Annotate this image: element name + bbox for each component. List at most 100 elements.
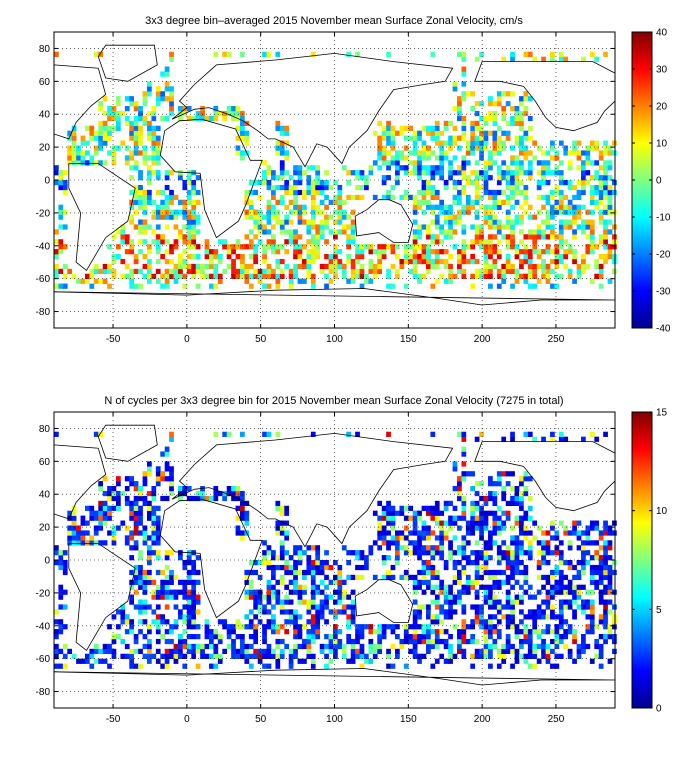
heatmap-cell bbox=[71, 653, 77, 659]
heatmap-cell bbox=[257, 194, 263, 201]
heatmap-cell bbox=[581, 604, 586, 610]
heatmap-cell bbox=[129, 510, 135, 516]
heatmap-cell bbox=[231, 110, 236, 117]
heatmap-cell bbox=[191, 229, 197, 235]
heatmap-cell bbox=[124, 155, 130, 161]
heatmap-cell bbox=[483, 495, 489, 502]
heatmap-cell bbox=[426, 204, 431, 210]
heatmap-cell bbox=[293, 624, 298, 630]
heatmap-cell bbox=[217, 273, 223, 279]
heatmap-cell bbox=[147, 648, 152, 655]
heatmap-cell bbox=[293, 653, 298, 659]
heatmap-cell bbox=[514, 165, 520, 171]
heatmap-cell bbox=[138, 140, 143, 146]
heatmap-cell bbox=[271, 569, 276, 576]
heatmap-cell bbox=[474, 436, 480, 442]
heatmap-cell bbox=[341, 224, 347, 230]
heatmap-cell bbox=[226, 249, 232, 255]
heatmap-cell bbox=[465, 471, 471, 477]
heatmap-cell bbox=[288, 599, 294, 605]
heatmap-cell bbox=[182, 263, 188, 270]
heatmap-cell bbox=[554, 189, 560, 196]
heatmap-cell bbox=[341, 268, 347, 275]
heatmap-cell bbox=[62, 283, 68, 289]
heatmap-cell bbox=[514, 244, 520, 250]
heatmap-cell bbox=[417, 258, 422, 265]
heatmap-cell bbox=[133, 283, 139, 289]
heatmap-cell bbox=[496, 505, 502, 511]
heatmap-cell bbox=[279, 648, 285, 655]
heatmap-cell bbox=[279, 273, 285, 279]
heatmap-cell bbox=[346, 194, 352, 201]
heatmap-cell bbox=[461, 249, 467, 255]
heatmap-cell bbox=[510, 224, 515, 230]
heatmap-cell bbox=[275, 505, 281, 511]
heatmap-cell bbox=[439, 175, 445, 181]
heatmap-cell bbox=[275, 219, 281, 225]
heatmap-cell bbox=[89, 125, 95, 131]
heatmap-cell bbox=[536, 564, 542, 571]
heatmap-cell bbox=[337, 258, 343, 265]
heatmap-cell bbox=[116, 525, 121, 531]
heatmap-cell bbox=[505, 624, 511, 630]
heatmap-cell bbox=[603, 545, 608, 551]
coastline-path bbox=[171, 52, 454, 168]
heatmap-cell bbox=[138, 495, 143, 502]
heatmap-cell bbox=[302, 638, 307, 645]
heatmap-cell bbox=[297, 249, 303, 255]
heatmap-cell bbox=[452, 535, 458, 541]
heatmap-cell bbox=[226, 254, 232, 260]
colorbar-tick-label: 40 bbox=[656, 28, 668, 39]
heatmap-cell bbox=[598, 564, 604, 571]
heatmap-cell bbox=[160, 634, 166, 640]
heatmap-cell bbox=[62, 569, 68, 576]
heatmap-cell bbox=[461, 500, 467, 507]
heatmap-cell bbox=[240, 254, 245, 260]
heatmap-cell bbox=[319, 560, 325, 566]
heatmap-cell bbox=[474, 189, 480, 196]
heatmap-cell bbox=[461, 446, 467, 452]
heatmap-cell bbox=[581, 189, 586, 196]
heatmap-cell bbox=[519, 569, 524, 576]
heatmap-cell bbox=[279, 145, 285, 151]
heatmap-cell bbox=[248, 180, 254, 186]
heatmap-cell bbox=[532, 594, 538, 600]
heatmap-cell bbox=[262, 170, 267, 176]
heatmap-cell bbox=[346, 239, 352, 245]
heatmap-cell bbox=[514, 550, 520, 556]
heatmap-cell bbox=[488, 234, 493, 240]
heatmap-cell bbox=[589, 219, 595, 225]
heatmap-cell bbox=[488, 155, 493, 161]
heatmap-cell bbox=[421, 170, 427, 176]
heatmap-cell bbox=[191, 115, 197, 122]
heatmap-cell bbox=[501, 569, 507, 576]
heatmap-cell bbox=[359, 550, 365, 556]
heatmap-cell bbox=[160, 239, 166, 245]
heatmap-cell bbox=[452, 184, 458, 191]
heatmap-cell bbox=[182, 258, 188, 265]
heatmap-cell bbox=[589, 564, 595, 571]
heatmap-cell bbox=[293, 180, 298, 186]
heatmap-cell bbox=[541, 263, 546, 270]
heatmap-cell bbox=[350, 609, 356, 615]
heatmap-cell bbox=[368, 244, 374, 250]
heatmap-cell bbox=[412, 638, 418, 645]
heatmap-cell bbox=[488, 189, 493, 196]
heatmap-cell bbox=[133, 663, 139, 669]
heatmap-cell bbox=[310, 584, 316, 590]
heatmap-cell bbox=[536, 160, 542, 166]
heatmap-cell bbox=[279, 130, 285, 136]
heatmap-cell bbox=[492, 500, 498, 507]
heatmap-cell bbox=[173, 604, 179, 610]
heatmap-cell bbox=[164, 446, 170, 452]
heatmap-cell bbox=[461, 648, 467, 655]
heatmap-cell bbox=[160, 204, 166, 210]
heatmap-cell bbox=[89, 540, 95, 546]
heatmap-cell bbox=[306, 263, 312, 270]
heatmap-cell bbox=[510, 155, 515, 161]
heatmap-cell bbox=[430, 614, 436, 620]
heatmap-cell bbox=[536, 643, 542, 650]
heatmap-cell bbox=[178, 273, 183, 279]
heatmap-cell bbox=[554, 165, 560, 171]
heatmap-cell bbox=[510, 283, 515, 289]
